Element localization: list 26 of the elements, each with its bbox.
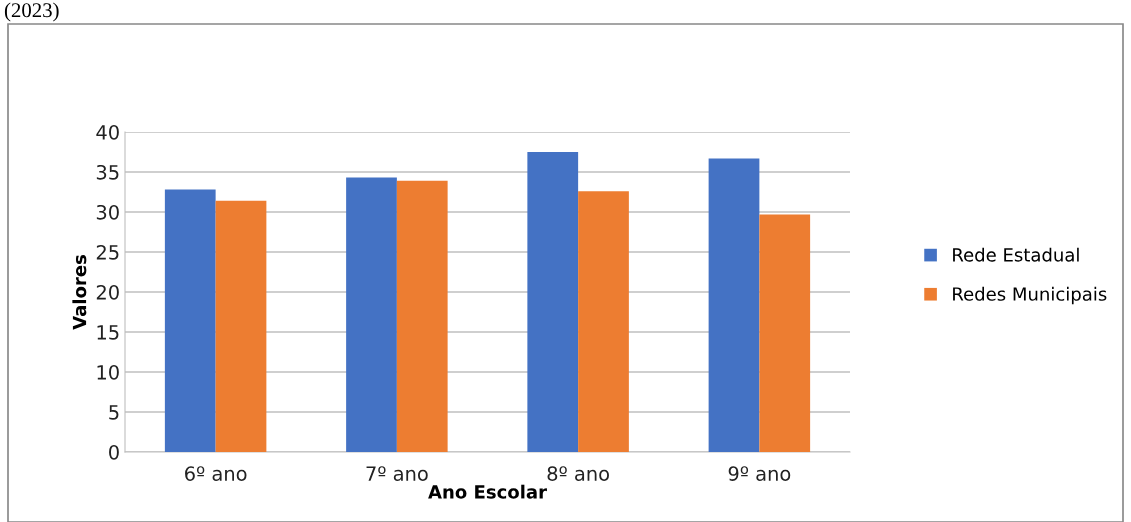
x-axis-title: Ano Escolar [428, 484, 547, 499]
y-tick-label: 10 [97, 364, 119, 380]
y-axis-title: Valores [72, 255, 87, 330]
y-tick-label: 30 [96, 204, 119, 220]
bar [708, 158, 760, 452]
bar [578, 191, 629, 452]
text: (2023) [4, 2, 59, 22]
y-tick-label: 35 [96, 164, 119, 180]
bar [759, 214, 811, 452]
x-tick-label: 9º ano [728, 466, 791, 481]
bar [527, 152, 579, 452]
bar [215, 200, 267, 452]
y-tick-label: 5 [109, 405, 119, 420]
y-tick-label: 40 [96, 124, 119, 140]
x-tick-label: 8º ano [547, 466, 609, 481]
bar [164, 189, 216, 452]
bar [346, 177, 397, 452]
y-tick-label: 0 [109, 444, 119, 460]
x-tick-label: 7º ano [366, 466, 428, 481]
legend-label: Redes Municipais [953, 286, 1107, 305]
y-tick-label: 15 [97, 325, 119, 340]
y-tick-label: 25 [96, 244, 119, 260]
bar [396, 180, 448, 452]
legend-label: Rede Estadual [953, 247, 1079, 262]
y-tick-label: 20 [96, 284, 119, 300]
x-tick-label: 6º ano [185, 466, 247, 481]
